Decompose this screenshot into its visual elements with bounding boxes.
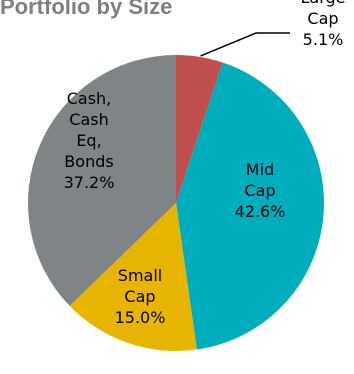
chart-title: Portfolio by Size — [0, 0, 173, 19]
slice-small-cap — [69, 203, 197, 351]
slice-cash-bonds — [27, 54, 176, 306]
leader-line-large-cap — [200, 32, 290, 57]
slice-large-cap — [176, 55, 223, 203]
label-small-cap: Small Cap 15.0% — [115, 266, 166, 327]
label-cash-bonds: Cash, Cash Eq, Bonds 37.2% — [64, 89, 115, 192]
label-mid-cap: Mid Cap 42.6% — [235, 160, 286, 221]
slice-mid-cap — [176, 62, 324, 350]
label-large-cap: LargeCap5.1% — [300, 0, 345, 49]
